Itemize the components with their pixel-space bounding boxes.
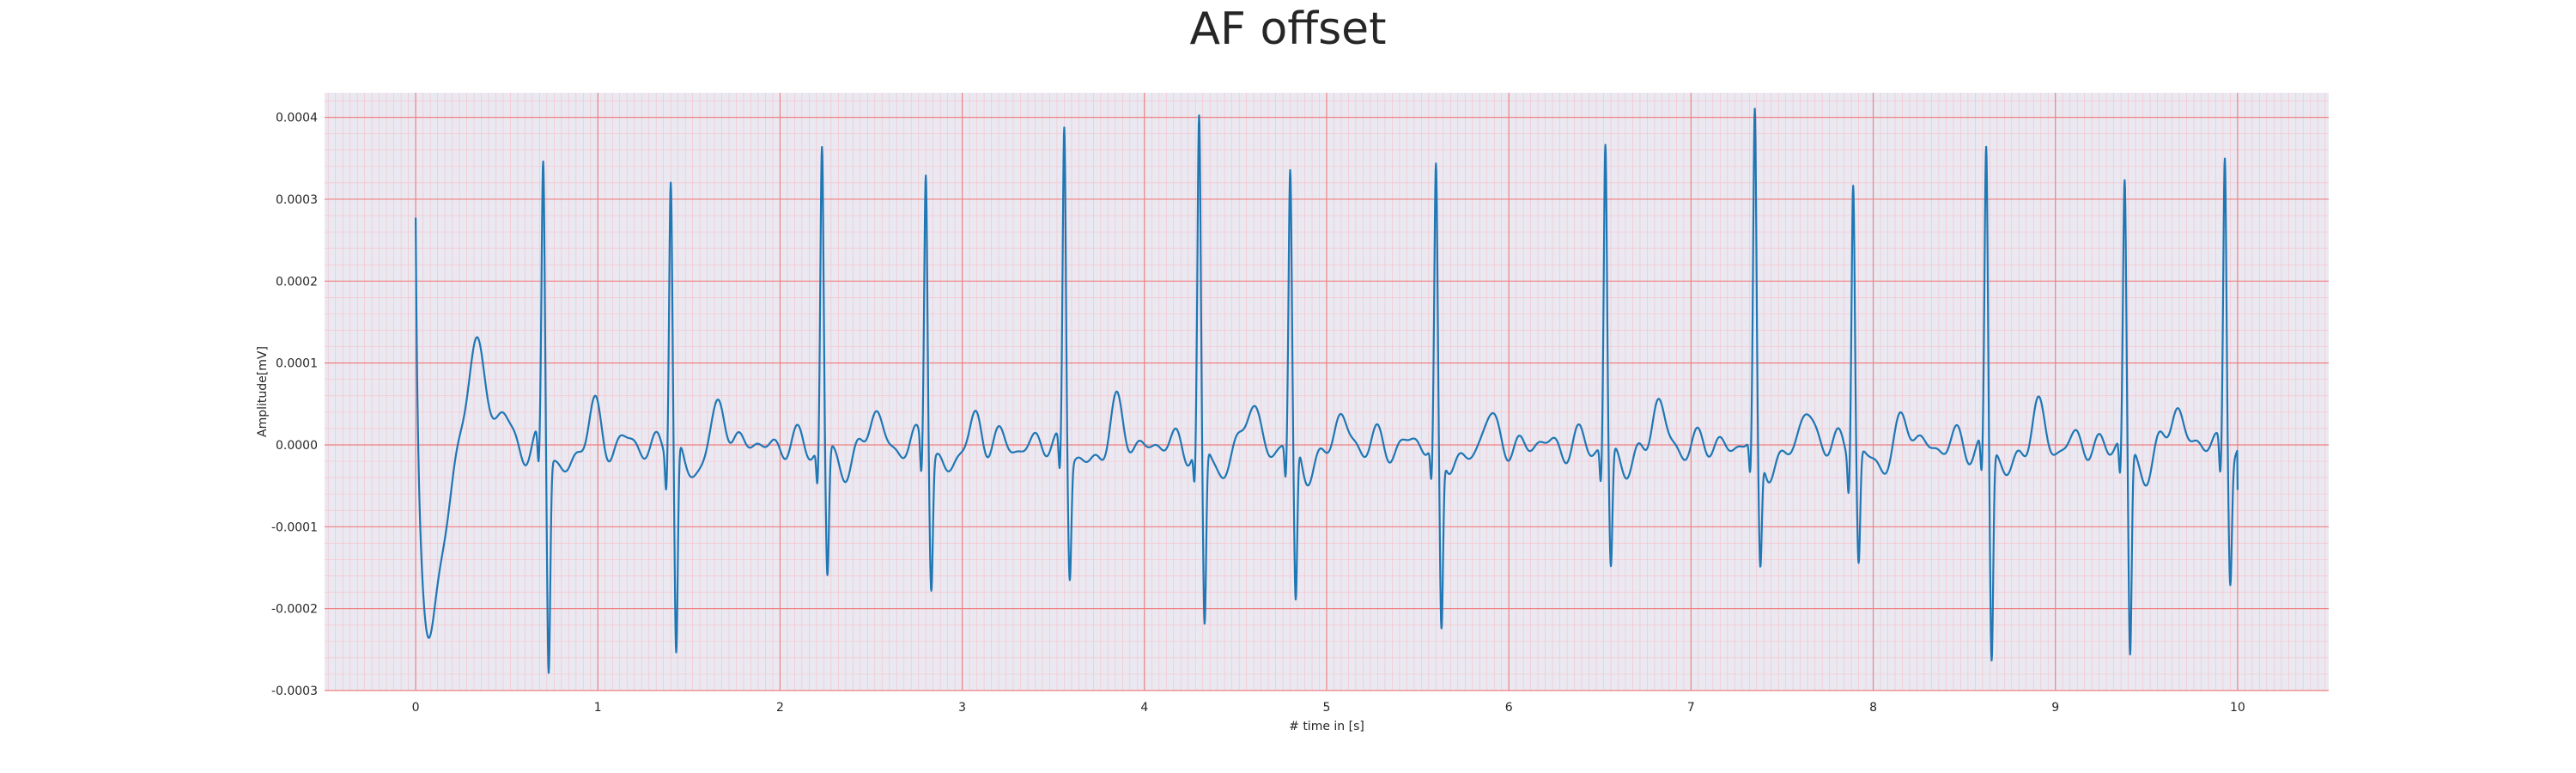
x-tick-label: 3 [958,701,966,715]
y-axis-label: Amplitude[mV] [256,346,270,437]
y-tick-label: 0.0004 [276,112,318,125]
y-tick-label: -0.0002 [271,603,318,617]
x-tick-label: 2 [776,701,784,715]
y-tick-label: 0.0002 [276,275,318,289]
x-axis-label: # time in [s] [1289,720,1364,733]
x-tick-label: 5 [1323,701,1331,715]
chart-title: AF offset [1189,3,1387,55]
y-tick-label: 0.0003 [276,193,318,207]
y-axis-ticks: -0.0003 -0.0002 -0.0001 0.0000 0.0001 0.0002 0… [271,112,318,698]
x-tick-label: 9 [2051,701,2059,715]
y-tick-label: -0.0003 [271,685,318,698]
y-tick-label: 0.0001 [276,357,318,371]
x-tick-label: 8 [1869,701,1877,715]
y-tick-label: 0.0000 [276,439,318,453]
x-tick-label: 6 [1505,701,1513,715]
x-tick-label: 10 [2230,701,2245,715]
x-tick-label: 4 [1140,701,1148,715]
series-line [414,107,2239,674]
y-tick-label: -0.0001 [271,520,318,534]
x-tick-label: 1 [594,701,602,715]
x-tick-label: 0 [412,701,420,715]
x-tick-label: 7 [1687,701,1695,715]
x-axis-ticks: 0 1 2 3 4 5 6 7 8 9 10 [412,701,2245,715]
